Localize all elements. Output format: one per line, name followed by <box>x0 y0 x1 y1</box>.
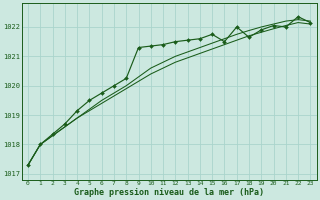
X-axis label: Graphe pression niveau de la mer (hPa): Graphe pression niveau de la mer (hPa) <box>74 188 264 197</box>
